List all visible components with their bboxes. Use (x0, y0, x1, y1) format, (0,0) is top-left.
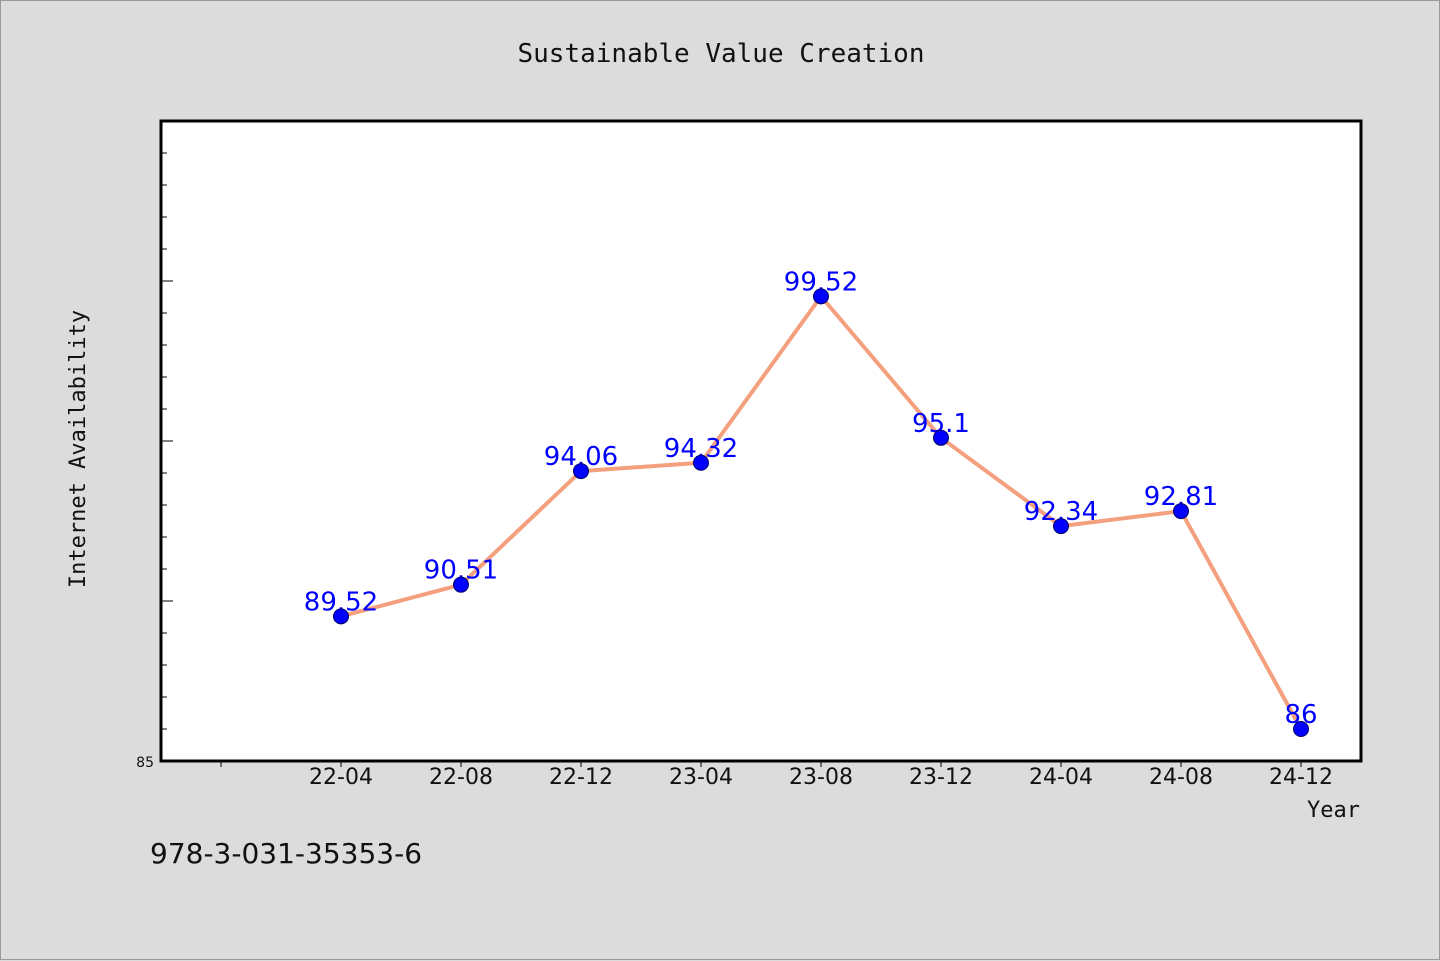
x-tick-label-2: 22-12 (549, 765, 613, 790)
x-tick-label-3: 23-04 (669, 765, 733, 790)
y-tick-label-85: 85 (136, 755, 154, 771)
data-point-3 (693, 454, 709, 471)
x-tick-label-0: 22-04 (309, 765, 373, 790)
data-point-2 (573, 463, 589, 480)
x-tick-label-4: 23-08 (789, 765, 853, 790)
data-point-6 (1053, 518, 1069, 535)
x-tick-label-7: 24-08 (1149, 765, 1213, 790)
x-tick-label-1: 22-08 (429, 765, 493, 790)
x-tick-label-8: 24-12 (1269, 765, 1333, 790)
data-point-5 (933, 429, 949, 446)
footer-isbn: 978-3-031-35353-6 (150, 837, 422, 870)
data-markers (333, 288, 1309, 737)
x-axis-tick-labels: 22-04 22-08 22-12 23-04 23-08 23-12 24-04 24-08… (309, 765, 1333, 790)
data-point-1 (453, 576, 469, 593)
data-point-8 (1293, 721, 1309, 737)
x-axis-label: Year (1307, 798, 1360, 823)
y-axis-ticks (161, 120, 173, 762)
x-tick-label-5: 23-12 (909, 765, 973, 790)
data-point-4 (813, 288, 829, 305)
x-tick-label-6: 24-04 (1029, 765, 1093, 790)
x-axis-ticks (220, 761, 1302, 767)
plot-area (159, 119, 1363, 763)
data-point-0 (333, 608, 349, 625)
chart-title: Sustainable Value Creation (518, 39, 925, 69)
y-axis-label: Internet Availability (66, 310, 91, 588)
data-point-7 (1173, 503, 1189, 520)
